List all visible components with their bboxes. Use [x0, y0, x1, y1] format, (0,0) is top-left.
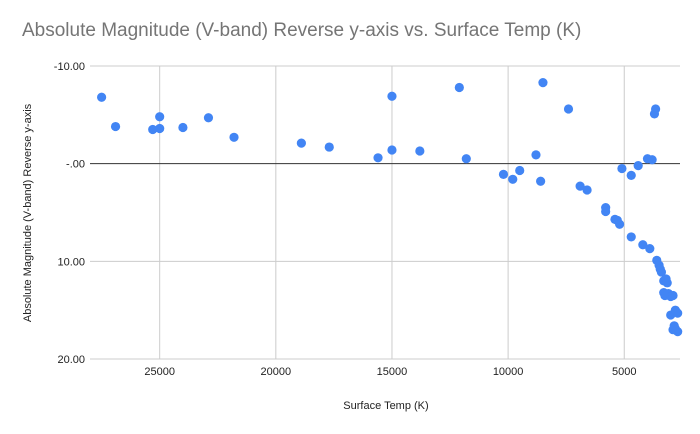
data-point [673, 308, 683, 318]
data-point [178, 122, 188, 133]
data-point [110, 121, 121, 132]
data-point [638, 240, 648, 250]
data-point [582, 185, 592, 195]
data-point [387, 145, 397, 155]
y-tick-label: -.00 [66, 159, 85, 171]
data-point [454, 82, 464, 93]
data-point [673, 327, 683, 337]
tick-labels: -10.00 -.00 10.00 20.00 25000 20000 15000 10000… [54, 61, 637, 378]
y-tick-label: 10.00 [57, 256, 85, 268]
data-point [155, 123, 165, 134]
y-tick-label: 20.00 [57, 354, 85, 366]
data-point [155, 112, 165, 122]
data-point [647, 155, 657, 165]
data-point [97, 92, 107, 102]
grid-lines [90, 65, 680, 360]
data-point [461, 154, 471, 164]
data-point [575, 181, 585, 191]
y-tick-label: -10.00 [54, 61, 85, 73]
data-point [626, 232, 636, 242]
data-point [508, 174, 518, 184]
data-point [633, 161, 643, 171]
data-point [324, 142, 334, 152]
data-point [656, 267, 667, 277]
data-point [229, 132, 239, 142]
data-point [538, 78, 548, 88]
data-point [615, 219, 625, 229]
data-point [531, 150, 541, 160]
data-point [373, 153, 383, 163]
data-point [668, 290, 678, 301]
data-point [626, 170, 636, 180]
data-point [387, 91, 397, 101]
data-point [563, 104, 574, 114]
data-point [645, 244, 655, 254]
data-point [651, 104, 661, 114]
data-point [515, 165, 525, 176]
data-point [617, 163, 627, 174]
data-point [498, 169, 509, 180]
chart-title: Absolute Magnitude (V-band) Reverse y-ax… [22, 20, 582, 41]
y-axis-title: Absolute Magnitude (V-band) Reverse y-ax… [22, 103, 34, 322]
data-point [148, 124, 158, 135]
x-tick-label: 25000 [144, 366, 175, 378]
data-points [97, 78, 683, 337]
x-axis-title: Surface Temp (K) [343, 400, 428, 412]
data-point [296, 138, 306, 148]
x-tick-label: 10000 [493, 366, 524, 378]
data-point [662, 278, 672, 288]
data-point [601, 206, 611, 217]
data-point [666, 310, 676, 320]
x-tick-label: 5000 [612, 366, 636, 378]
x-tick-label: 20000 [261, 366, 292, 378]
x-tick-label: 15000 [377, 366, 408, 378]
data-point [415, 146, 425, 156]
data-point [536, 176, 546, 186]
data-point [203, 113, 214, 123]
